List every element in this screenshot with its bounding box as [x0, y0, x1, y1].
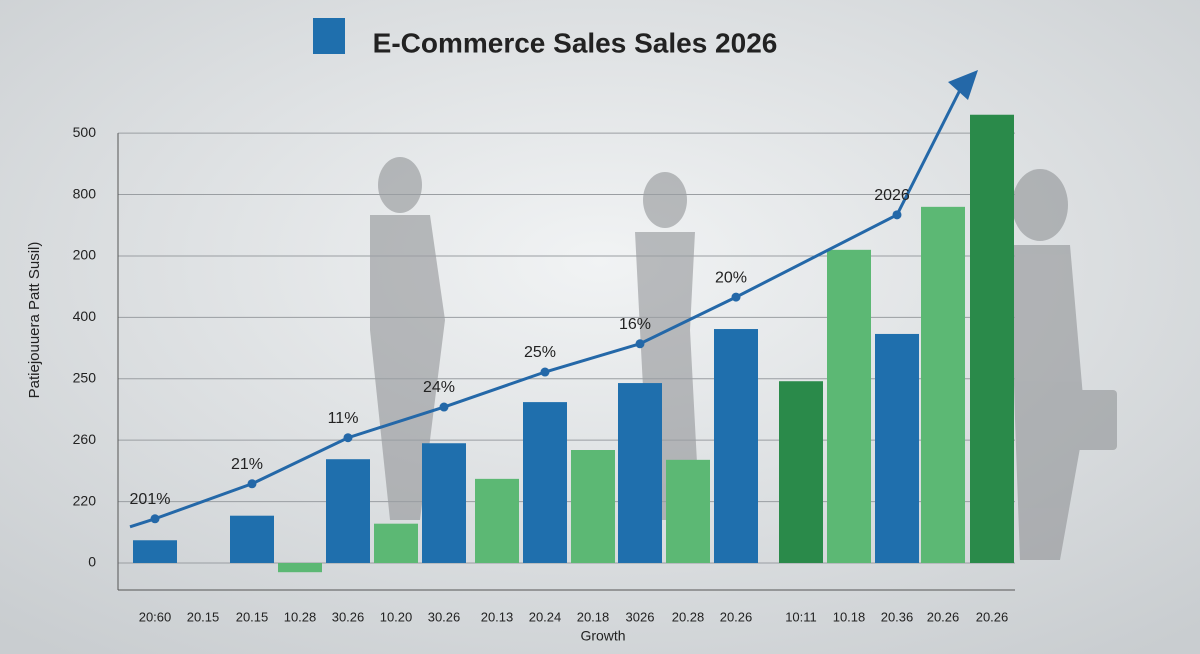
trend-point	[731, 292, 741, 302]
trend-arrow-shaft	[895, 85, 964, 216]
x-tick-label: 10.18	[833, 609, 866, 624]
y-tick-label: 500	[73, 124, 97, 140]
bar	[714, 329, 758, 563]
annotation: 21%	[231, 456, 263, 473]
x-tick-label: 20.36	[881, 609, 914, 624]
bar	[827, 249, 871, 563]
bar	[475, 478, 519, 563]
annotation: 20%	[715, 269, 747, 286]
trend-line	[154, 213, 898, 521]
trend-point	[343, 433, 353, 443]
bar	[875, 333, 919, 563]
y-tick-label: 800	[73, 185, 97, 201]
bar	[921, 206, 965, 563]
annotation: 2026	[874, 187, 910, 204]
x-tick-label: 10.20	[380, 609, 413, 624]
annotation: 11%	[328, 410, 359, 427]
x-tick-label: 20:60	[139, 609, 172, 624]
y-tick-label: 220	[73, 492, 97, 508]
trend-point	[540, 367, 550, 377]
x-tick-label: 20.28	[672, 609, 705, 624]
bar	[571, 450, 615, 563]
trend-point	[247, 479, 257, 489]
x-tick-label: 3026	[626, 609, 655, 624]
y-tick-label: 400	[73, 308, 97, 324]
y-axis-label: Patiejouuera Patt Susil)	[26, 242, 43, 399]
trend-point	[635, 339, 645, 349]
x-tick-label: 20.26	[976, 609, 1009, 624]
bar	[278, 562, 322, 573]
bar	[230, 515, 274, 563]
x-tick-label: 10:11	[785, 609, 817, 624]
trend-arrowhead	[948, 70, 978, 100]
y-tick-label: 260	[73, 431, 97, 447]
bar	[422, 443, 466, 563]
bar	[618, 383, 662, 563]
bar	[523, 402, 567, 563]
bar	[326, 459, 370, 563]
x-tick-label: 20.15	[187, 609, 220, 624]
annotation: 16%	[619, 316, 651, 333]
chart-title: E-Commerce Sales Sales 2026	[373, 27, 778, 58]
x-tick-label: 20.18	[577, 609, 610, 624]
x-tick-label: 10.28	[284, 609, 317, 624]
bar	[133, 540, 177, 563]
legend-swatch	[313, 18, 345, 54]
trend-point	[439, 402, 449, 412]
bar	[779, 381, 823, 563]
x-tick-label: 20.24	[529, 609, 562, 624]
trend-point	[150, 514, 160, 524]
x-tick-label: 30.26	[332, 609, 365, 624]
x-tick-label: 20.26	[720, 609, 753, 624]
trend-point	[892, 210, 902, 220]
bar	[970, 114, 1014, 563]
x-tick-label: 30.26	[428, 609, 461, 624]
x-tick-label: 20.13	[481, 609, 514, 624]
bar	[374, 523, 418, 563]
y-tick-label: 250	[73, 369, 97, 385]
bar	[666, 459, 710, 563]
x-axis-label: Growth	[580, 628, 625, 644]
annotation: 25%	[524, 344, 556, 361]
y-tick-label: 200	[73, 247, 97, 263]
x-tick-label: 20.15	[236, 609, 269, 624]
annotation: 201%	[130, 491, 171, 508]
annotation: 24%	[423, 379, 455, 396]
y-tick-label: 0	[88, 554, 96, 570]
x-tick-label: 20.26	[927, 609, 960, 624]
